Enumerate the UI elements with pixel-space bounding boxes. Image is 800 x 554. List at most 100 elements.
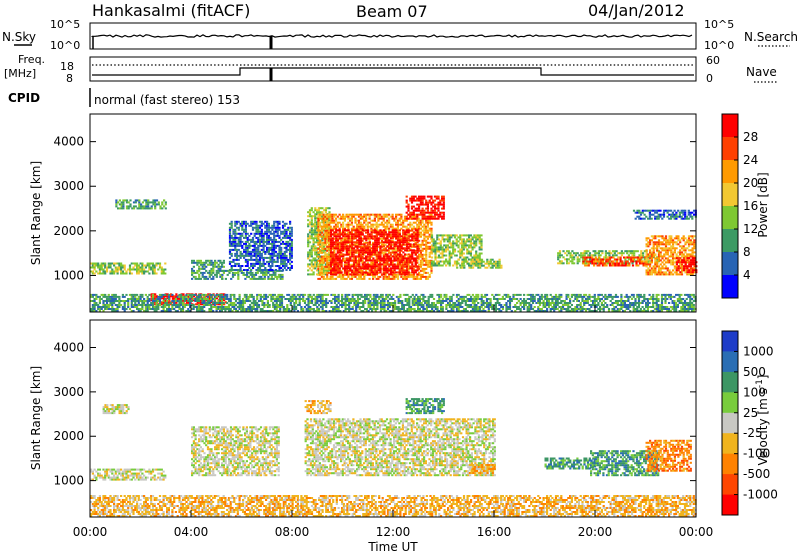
- power-cell: [340, 243, 343, 246]
- power-cell: [281, 226, 285, 229]
- power-cell: [382, 251, 385, 254]
- power-cell: [426, 277, 429, 280]
- power-cell: [370, 269, 373, 272]
- power-cell: [393, 243, 396, 246]
- power-cell: [425, 259, 428, 262]
- power-cell: [659, 253, 662, 256]
- power-cell: [668, 259, 671, 262]
- power-cell: [368, 235, 371, 238]
- power-cell: [267, 238, 270, 241]
- power-cell: [620, 250, 623, 253]
- power-cell: [452, 234, 455, 237]
- power-cell: [405, 217, 408, 220]
- power-cell: [379, 255, 382, 258]
- power-cell: [324, 265, 327, 268]
- power-cell: [338, 269, 341, 272]
- power-cell: [635, 264, 638, 267]
- power-cell: [419, 235, 422, 238]
- power-cell: [390, 271, 393, 274]
- power-region: [456, 258, 503, 269]
- power-cell: [123, 272, 126, 275]
- power-cell: [279, 273, 282, 276]
- power-cell: [389, 251, 392, 254]
- power-cell: [452, 250, 455, 253]
- power-cell: [366, 223, 369, 226]
- power-cell: [123, 266, 126, 269]
- power-cell: [461, 260, 464, 263]
- power-cell: [382, 261, 386, 264]
- power-cell: [480, 238, 483, 241]
- power-cell: [347, 251, 350, 254]
- power-cell: [199, 261, 202, 264]
- power-cell: [262, 258, 265, 261]
- power-cell: [398, 231, 401, 234]
- power-cell: [386, 277, 389, 280]
- power-cell: [359, 213, 362, 216]
- power-cell: [372, 267, 375, 270]
- power-cell: [375, 243, 378, 246]
- power-cell: [331, 241, 334, 244]
- power-cell: [404, 271, 407, 274]
- power-cell: [642, 264, 645, 267]
- power-cell: [114, 266, 117, 269]
- power-cell: [358, 271, 361, 274]
- power-cell: [343, 231, 346, 234]
- power-cell: [333, 213, 336, 216]
- power-cell: [319, 235, 322, 238]
- power-cell: [320, 217, 323, 220]
- power-cell: [273, 232, 276, 235]
- power-cell: [425, 235, 428, 238]
- power-cell: [365, 257, 368, 260]
- power-cell: [594, 260, 597, 263]
- power-cell: [434, 240, 437, 243]
- power-cell: [583, 262, 586, 265]
- power-cell: [349, 239, 352, 242]
- power-cell: [664, 261, 668, 264]
- power-cell: [393, 271, 396, 274]
- power-cell: [351, 239, 354, 242]
- power-cell: [388, 239, 391, 242]
- power-cell: [271, 246, 274, 249]
- power-cell: [250, 244, 253, 247]
- power-cell: [426, 203, 429, 206]
- power-cell: [203, 277, 206, 280]
- power-cell: [272, 273, 275, 276]
- power-cell: [329, 261, 333, 264]
- power-cell: [581, 252, 585, 255]
- power-cell: [461, 262, 464, 265]
- power-cell: [430, 213, 433, 216]
- power-cell: [277, 275, 281, 278]
- power-cell: [475, 254, 478, 257]
- power-cell: [356, 265, 359, 268]
- power-cell: [283, 258, 286, 261]
- power-cell: [400, 221, 403, 224]
- power-cell: [610, 252, 613, 255]
- power-cell: [614, 262, 617, 265]
- power-cell: [357, 227, 361, 230]
- power-cell: [592, 250, 595, 253]
- power-cell: [255, 260, 258, 263]
- power-cell: [566, 262, 569, 265]
- power-cell: [412, 221, 415, 224]
- power-cell: [423, 211, 426, 214]
- power-cell: [276, 252, 279, 255]
- power-cell: [426, 275, 429, 278]
- power-cell: [468, 244, 471, 247]
- power-cell: [664, 237, 668, 240]
- power-cell: [469, 252, 472, 255]
- power-cell: [389, 255, 392, 258]
- power-cell: [379, 253, 382, 256]
- power-cell: [264, 269, 267, 271]
- power-cell: [109, 270, 112, 273]
- power-cell: [395, 231, 398, 234]
- power-cell: [428, 199, 431, 202]
- power-cell: [664, 245, 668, 248]
- power-cell: [276, 228, 279, 231]
- power-cell: [439, 240, 442, 243]
- power-cell: [672, 251, 675, 254]
- power-cell: [640, 260, 643, 263]
- power-cell: [410, 199, 414, 202]
- power-cell: [310, 245, 313, 248]
- power-cell: [680, 251, 684, 254]
- power-cell: [404, 233, 407, 236]
